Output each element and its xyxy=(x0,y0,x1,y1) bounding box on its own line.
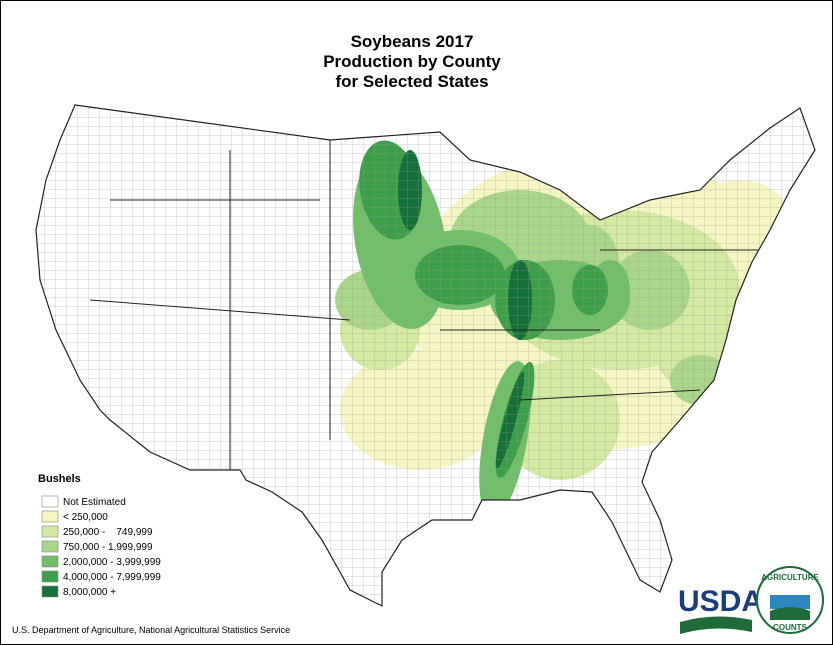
title-line: for Selected States xyxy=(335,72,488,91)
legend-swatch xyxy=(41,570,59,583)
title-line: Soybeans 2017 xyxy=(351,32,474,51)
usda-swoosh xyxy=(680,616,752,634)
usda-logo: USDA xyxy=(678,585,763,634)
legend-label: Not Estimated xyxy=(63,497,126,508)
legend-label: 8,000,000 + xyxy=(63,587,116,598)
legend-swatch xyxy=(41,495,59,508)
footer: U.S. Department of Agriculture, National… xyxy=(12,625,290,635)
state-borders xyxy=(89,140,760,470)
legend-swatch xyxy=(41,585,59,598)
legend-label: 2,000,000 - 3,999,999 xyxy=(63,557,161,568)
legend-swatch xyxy=(41,555,59,568)
legend-title: Bushels xyxy=(38,473,81,485)
legend-label: 250,000 - 749,999 xyxy=(63,527,153,538)
seal-top-text: AGRICULTURE xyxy=(761,573,819,582)
title-line: Production by County xyxy=(323,52,501,71)
agriculture-seal: AGRICULTURE COUNTS xyxy=(756,566,824,634)
usda-text: USDA xyxy=(678,585,763,618)
legend: Bushels Not Estimated < 250,000 250,000 - 7… xyxy=(38,473,161,598)
legend-swatch xyxy=(41,525,59,538)
legend-swatch xyxy=(41,540,59,553)
legend-label: 750,000 - 1,999,999 xyxy=(63,542,153,553)
legend-label: < 250,000 xyxy=(63,512,108,523)
legend-label: 4,000,000 - 7,999,999 xyxy=(63,572,161,583)
seal-bottom-text: COUNTS xyxy=(773,623,807,632)
legend-swatch xyxy=(41,510,59,523)
